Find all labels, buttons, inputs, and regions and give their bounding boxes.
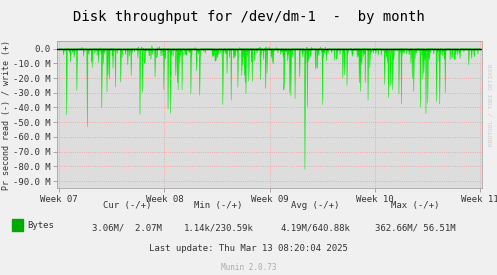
Text: 362.66M/ 56.51M: 362.66M/ 56.51M: [375, 223, 455, 232]
Y-axis label: Pr second read (-) / write (+): Pr second read (-) / write (+): [2, 40, 11, 190]
Text: Munin 2.0.73: Munin 2.0.73: [221, 263, 276, 272]
Text: Last update: Thu Mar 13 08:20:04 2025: Last update: Thu Mar 13 08:20:04 2025: [149, 244, 348, 253]
Text: 4.19M/640.88k: 4.19M/640.88k: [281, 223, 350, 232]
Text: Disk throughput for /dev/dm-1  -  by month: Disk throughput for /dev/dm-1 - by month: [73, 10, 424, 24]
Text: Min (-/+): Min (-/+): [194, 201, 243, 210]
Text: Avg (-/+): Avg (-/+): [291, 201, 340, 210]
Text: Max (-/+): Max (-/+): [391, 201, 439, 210]
Text: Cur (-/+): Cur (-/+): [102, 201, 151, 210]
Text: Bytes: Bytes: [27, 221, 54, 230]
Text: 1.14k/230.59k: 1.14k/230.59k: [184, 223, 253, 232]
Text: 3.06M/  2.07M: 3.06M/ 2.07M: [92, 223, 162, 232]
Text: RRDTOOL / TOBI OETIKER: RRDTOOL / TOBI OETIKER: [489, 63, 494, 146]
